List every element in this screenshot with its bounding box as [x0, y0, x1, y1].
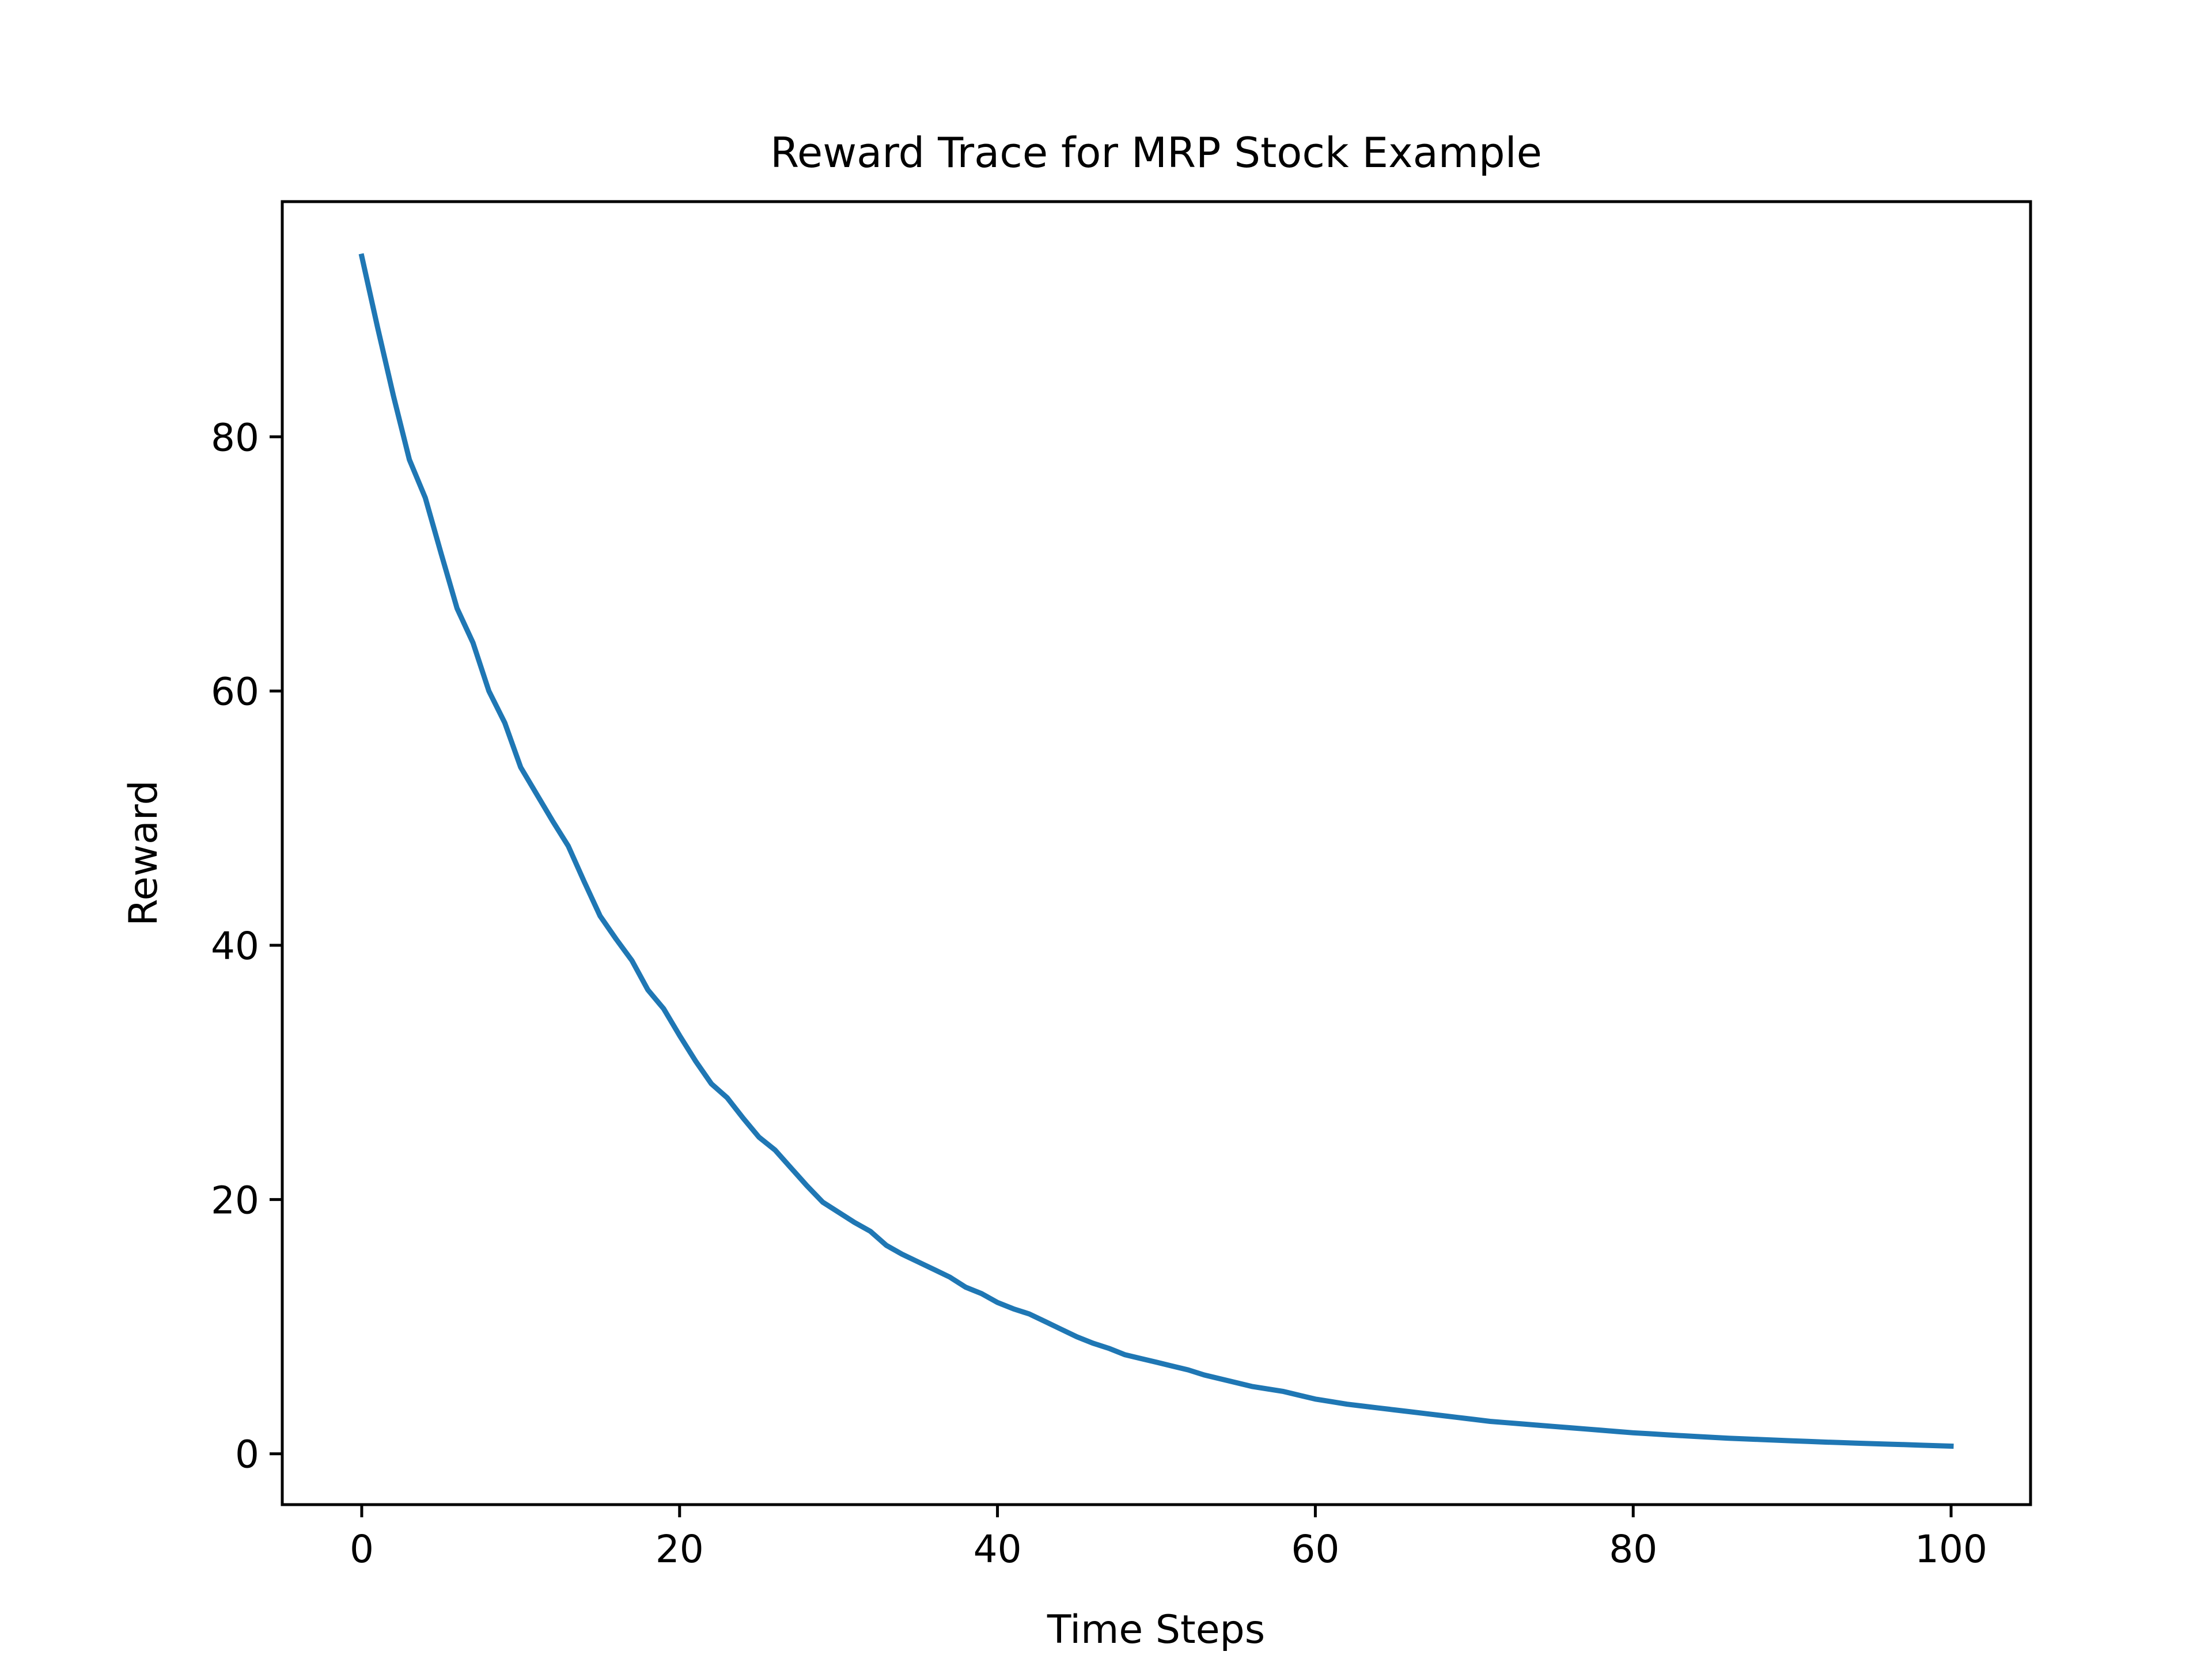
plot-area [358, 253, 1954, 1449]
y-tick-label: 80 [211, 415, 259, 460]
chart-title: Reward Trace for MRP Stock Example [770, 128, 1542, 177]
y-tick-label: 20 [211, 1178, 259, 1222]
x-tick-label: 20 [656, 1527, 704, 1571]
x-tick-label: 0 [350, 1527, 374, 1571]
x-tick-label: 80 [1609, 1527, 1657, 1571]
y-tick-label: 60 [211, 670, 259, 714]
axes-frame [281, 200, 2032, 1506]
y-tick-label: 0 [235, 1433, 259, 1477]
y-axis-label: Reward [121, 780, 166, 926]
x-tick-label: 60 [1291, 1527, 1339, 1571]
x-tick-label: 100 [1915, 1527, 1987, 1571]
x-axis: 0 20 40 60 80 100 [350, 1505, 1987, 1571]
y-tick-label: 40 [211, 924, 259, 968]
x-axis-label: Time Steps [1047, 1607, 1265, 1653]
series-line-reward [358, 253, 1954, 1449]
x-tick-label: 40 [974, 1527, 1022, 1571]
y-axis: 0 20 40 60 80 [211, 415, 282, 1477]
